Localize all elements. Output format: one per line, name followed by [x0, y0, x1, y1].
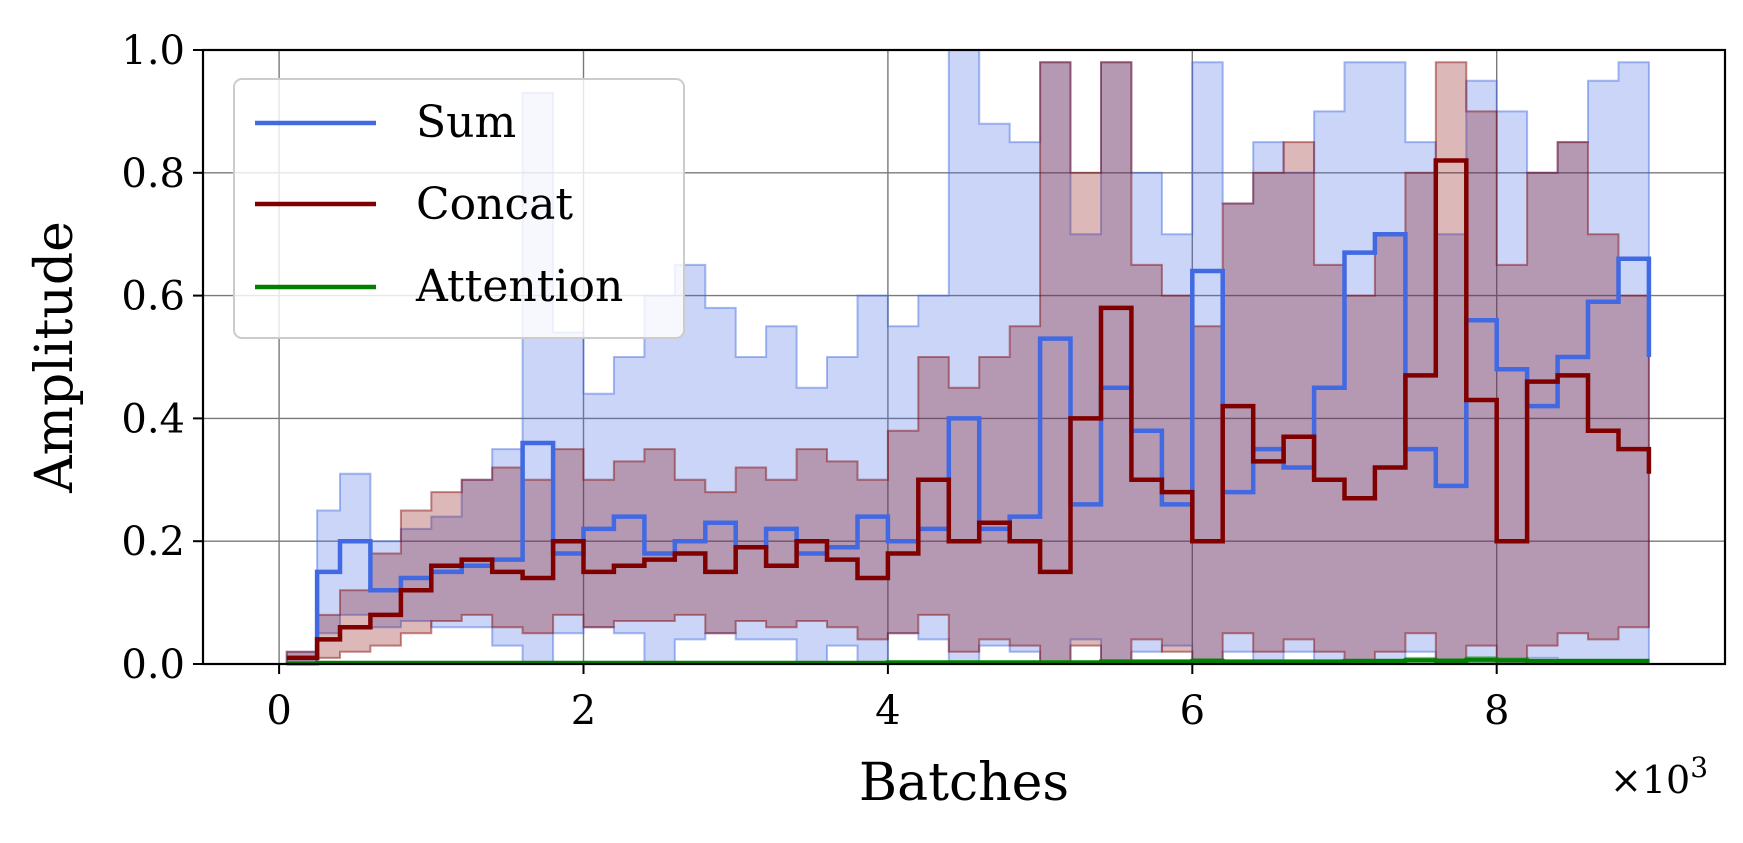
- axis-ticks: 0 2 4 6 8 0.0 0.2 0.4 0.6 0.8 1.0: [121, 28, 1509, 734]
- y-tick-label: 0.8: [121, 151, 185, 197]
- x-axis-scale-label: ×103: [1610, 751, 1708, 802]
- series-lines: [286, 158, 1652, 666]
- x-tick-label: 2: [571, 688, 596, 734]
- y-axis-title: Amplitude: [25, 221, 85, 494]
- line-attention: [286, 657, 1649, 666]
- line-sum: [286, 231, 1652, 661]
- line-concat: [286, 158, 1652, 661]
- x-tick-label: 4: [875, 688, 900, 734]
- variance-bands: [285, 49, 1650, 665]
- y-tick-label: 0.2: [121, 519, 185, 565]
- y-tick-label: 1.0: [121, 28, 185, 74]
- band-sum: [285, 49, 1650, 665]
- legend: Sum Concat Attention: [233, 78, 685, 339]
- x-tick-label: 0: [266, 688, 291, 734]
- x-axis-title: Batches: [859, 753, 1069, 813]
- plot-frame: [201, 48, 1727, 666]
- legend-label-sum: Sum: [416, 97, 516, 148]
- y-tick-label: 0.6: [121, 274, 185, 320]
- y-tick-label: 0.0: [121, 642, 185, 688]
- y-tick-label: 0.4: [121, 396, 185, 442]
- x-tick-label: 8: [1484, 688, 1509, 734]
- legend-box: [233, 78, 685, 339]
- x-tick-label: 6: [1180, 688, 1205, 734]
- legend-label-concat: Concat: [416, 179, 573, 230]
- legend-label-attention: Attention: [415, 261, 623, 312]
